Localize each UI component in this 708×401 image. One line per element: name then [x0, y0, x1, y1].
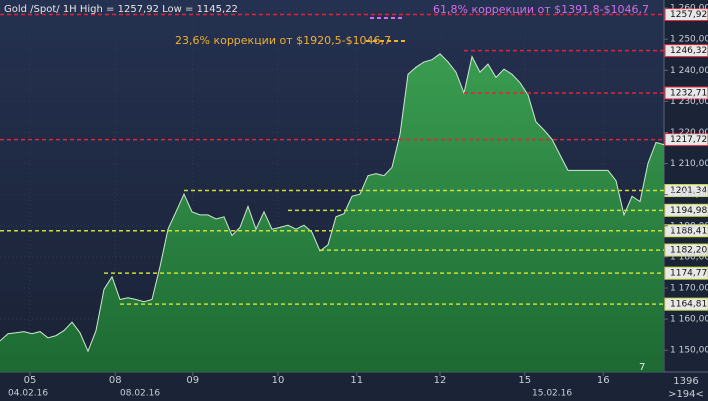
level-box	[664, 297, 708, 311]
price-area	[0, 53, 664, 373]
x-tick-label: 10	[272, 375, 285, 386]
level-box	[664, 133, 708, 147]
x-axis-bg	[0, 372, 708, 401]
y-axis-bg	[664, 0, 708, 401]
date-label: 08.02.16	[120, 389, 160, 399]
y-tick-label: 1 240,00	[670, 66, 708, 76]
level-label: 1182,20	[670, 246, 707, 256]
level-label: 1164,81	[670, 300, 707, 310]
y-tick-label: 1 210,00	[670, 159, 708, 169]
level-box	[664, 184, 708, 198]
x-tick-label: 15	[518, 375, 531, 386]
y-tick-label: 1 250,00	[670, 35, 708, 45]
corner-label: >194<	[668, 389, 704, 400]
date-label: 15.02.16	[532, 389, 572, 399]
level-label: 1201,34	[670, 186, 707, 196]
y-tick-label: 1 170,00	[670, 284, 708, 294]
y-tick-label: 1 200,00	[670, 190, 708, 200]
annotation: 61,8% коррекции от $1391,8-$1046,7	[433, 3, 649, 16]
level-label: 1257,92	[670, 10, 707, 20]
x-tick-label: 11	[350, 375, 363, 386]
y-tick-label: 1 160,00	[670, 315, 708, 325]
y-tick-label: 1 180,00	[670, 252, 708, 262]
level-box	[664, 8, 708, 22]
level-label: 1217,72	[670, 135, 707, 145]
y-tick-label: 1 190,00	[670, 221, 708, 231]
level-box	[664, 44, 708, 58]
x-tick-label: 12	[434, 375, 447, 386]
chart-title: Gold /Spot/ 1H High = 1257,92 Low = 1145…	[4, 4, 238, 15]
marker-label: 7	[639, 362, 645, 373]
x-tick-label: 05	[24, 375, 37, 386]
y-tick-label: 1 230,00	[670, 97, 708, 107]
level-label: 1232,71	[670, 88, 707, 98]
level-label: 1194,98	[670, 206, 707, 216]
level-box	[664, 224, 708, 238]
level-box	[664, 86, 708, 100]
y-tick-label: 1 150,00	[670, 346, 708, 356]
annotation: 23,6% коррекции от $1920,5-$1046,7	[175, 34, 391, 47]
x-tick-label: 09	[186, 375, 199, 386]
level-box	[664, 266, 708, 280]
y-tick-label: 1 260,00	[670, 4, 708, 14]
y-tick-label: 1 220,00	[670, 128, 708, 138]
date-label: 04.02.16	[8, 389, 48, 399]
level-label: 1174,77	[670, 269, 707, 279]
level-label: 1188,41	[670, 226, 707, 236]
level-label: 1246,32	[670, 46, 707, 56]
x-tick-label: 16	[597, 375, 610, 386]
corner-label: 1396	[673, 376, 698, 387]
x-tick-label: 08	[109, 375, 122, 386]
level-box	[664, 243, 708, 257]
level-box	[664, 203, 708, 217]
